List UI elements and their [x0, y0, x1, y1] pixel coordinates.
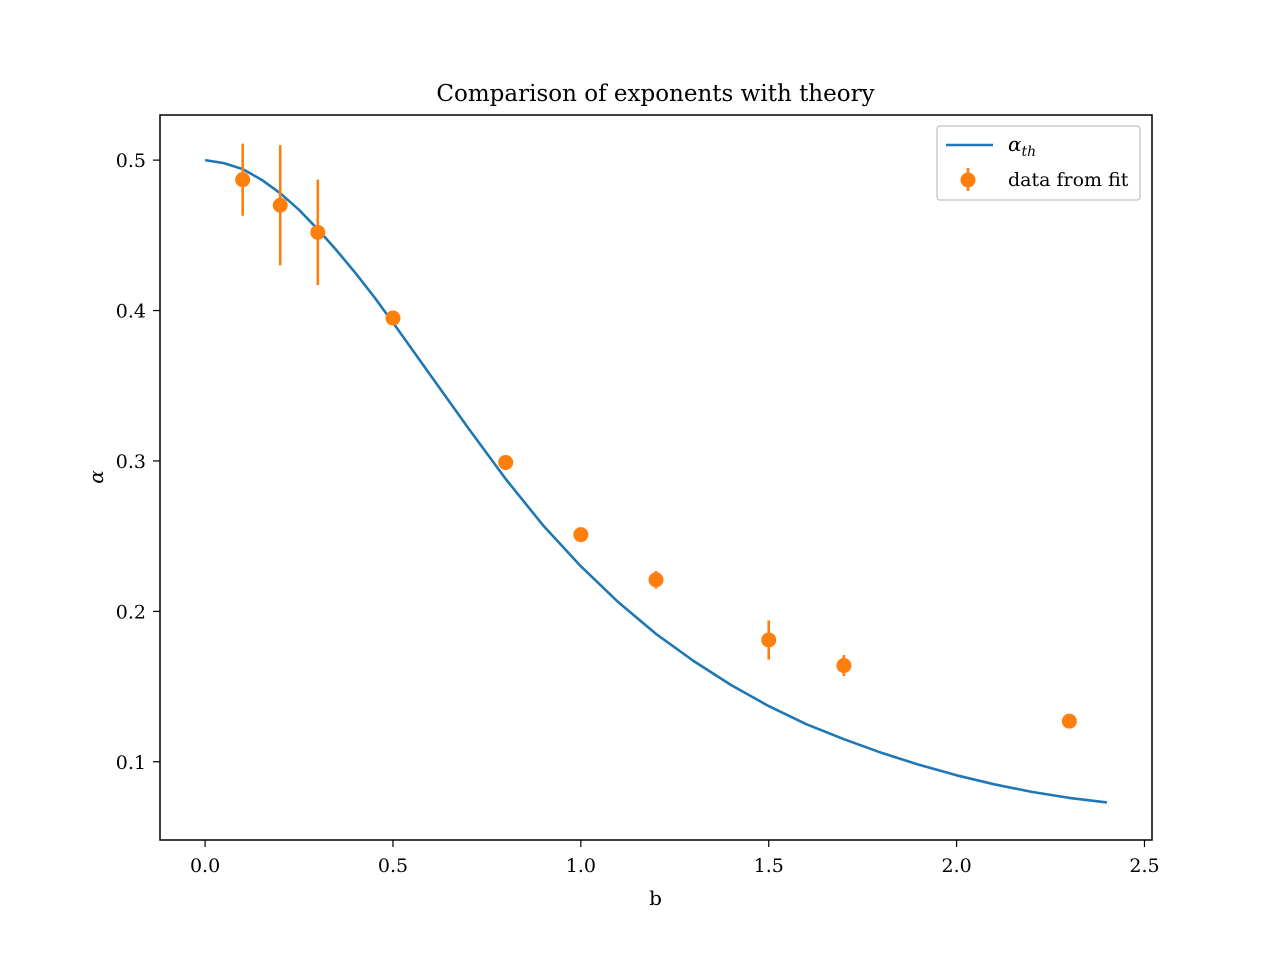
theory-line [204, 158, 1108, 804]
data-point [573, 527, 589, 543]
x-tick-label: 1.0 [566, 855, 596, 877]
plot-area: 0.0 0.5 1.0 1.5 2.0 2.5 0.1 0.2 0.3 0.4 0.5 [116, 114, 1160, 877]
data-point [310, 224, 326, 240]
x-tick-label: 1.5 [754, 855, 784, 877]
data-point [272, 197, 288, 213]
data-point [1061, 713, 1077, 729]
y-axis-label: α [84, 470, 108, 484]
data-point [385, 310, 401, 326]
chart-title: Comparison of exponents with theory [436, 81, 874, 107]
y-tick-label: 0.1 [116, 752, 146, 774]
legend-point-swatch [960, 172, 976, 188]
y-tick-label: 0.2 [116, 601, 146, 623]
y-tick-label: 0.4 [116, 301, 146, 323]
data-point [498, 454, 514, 470]
axes-frame [159, 114, 1153, 841]
data-point [648, 572, 664, 588]
legend-label-data: data from fit [1008, 169, 1129, 191]
data-point [761, 632, 777, 648]
data-point [836, 658, 852, 674]
x-tick-label: 0.5 [378, 855, 408, 877]
y-tick-label: 0.5 [116, 150, 146, 172]
x-axis-label: b [649, 886, 662, 910]
data-point [235, 172, 251, 188]
x-tick-label: 2.5 [1129, 855, 1159, 877]
x-tick-label: 2.0 [941, 855, 971, 877]
y-tick-label: 0.3 [116, 451, 146, 473]
x-tick-label: 0.0 [190, 855, 220, 877]
